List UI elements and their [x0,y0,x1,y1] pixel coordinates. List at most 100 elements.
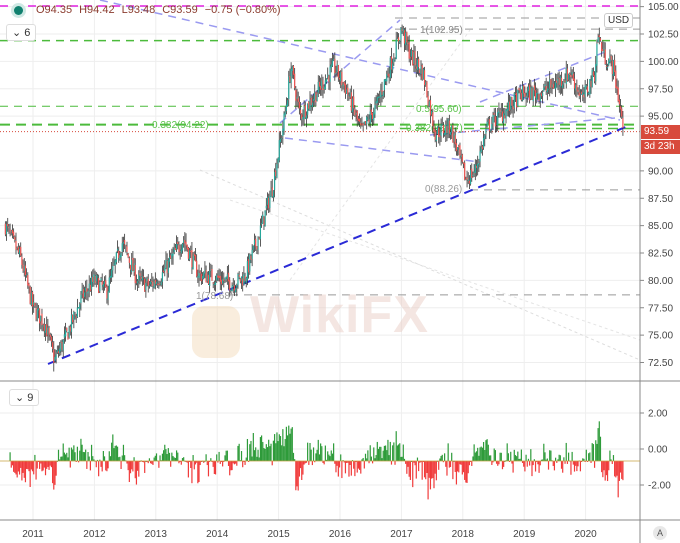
candle-body [54,357,56,362]
candle-body [412,50,414,66]
candle [4,221,6,237]
histogram-bar [428,461,430,478]
candle-body [578,92,580,96]
candle-body [199,271,201,274]
candle-body [585,85,587,88]
candle-body [43,324,45,331]
candle [168,250,171,268]
candle [343,81,345,93]
histogram-bar [229,461,231,476]
candle-body [160,282,162,285]
histogram-bar [464,461,466,480]
candle [220,271,223,291]
histogram-bar [35,461,37,480]
candle-body [468,180,471,184]
candle-body [294,73,296,88]
candle [82,284,84,303]
histogram-bar [513,449,515,461]
candle [172,246,174,265]
candle [239,277,241,284]
main-pane-toggle[interactable]: ⌄ 6 [6,24,37,41]
price-tick-label: 102.50 [648,30,679,41]
histogram-bar [86,461,88,469]
candle [330,58,332,73]
candle-body [125,245,127,247]
candle-body [191,250,193,268]
histogram-bar [315,453,317,461]
candle [303,100,305,126]
candle [54,348,56,363]
candle-body [520,92,522,101]
candle-body [240,276,243,281]
histogram-bar [414,461,416,466]
candle-body [52,342,54,349]
candle [395,31,397,60]
candle-body [474,164,476,173]
histogram-bar [225,450,227,461]
candle [388,66,390,84]
candle-body [370,109,373,115]
candle [257,236,259,255]
candle-body [344,83,347,94]
candle [245,276,247,288]
candle-body [168,257,171,262]
histogram-bar [494,450,496,461]
histogram-bar [92,456,94,461]
candle [593,71,596,84]
candle-body [223,279,225,281]
candle-body [422,69,424,80]
candle-body [23,265,25,272]
histogram-bar [545,459,547,461]
candle-body [414,51,416,65]
candle [583,87,585,103]
fib-label-0: 0(88.26) [425,184,462,195]
candle [589,78,591,98]
candle-body [72,315,74,323]
histogram-bar [336,461,338,466]
histogram-bar [185,461,187,462]
candle-body [7,223,9,227]
candle-body [277,158,279,164]
candle-body [251,250,253,260]
candle-body [407,43,409,45]
candle [466,170,468,188]
fib-label-1: 1(102.95) [420,25,463,36]
candle-body [29,286,31,304]
channel-line-lower [284,137,481,163]
auto-scale-button[interactable]: A [653,526,667,540]
candle [102,281,104,293]
candle [428,99,430,108]
candle [616,78,618,95]
histogram-bar [54,461,56,485]
time-tick-label: 2014 [206,529,229,540]
histogram-bar [304,461,306,464]
candle [222,271,224,286]
currency-button[interactable]: USD [604,13,634,28]
histogram-bar [127,461,129,471]
candle [212,282,214,289]
candle [614,54,616,77]
histogram-bar [611,461,613,464]
candle [498,102,500,118]
candle-body [165,259,167,269]
candle [165,251,167,270]
candle-body [575,84,577,91]
histogram-bar [314,461,316,463]
price-tick-label: 77.50 [648,303,673,314]
histogram-bar [452,461,454,480]
candle [83,286,86,303]
histogram-bar [519,458,521,461]
histogram-bar [135,461,138,485]
candle [285,97,287,115]
histogram-bar [531,461,533,477]
candle-body [246,261,249,280]
candle [22,259,24,273]
candle [37,305,40,319]
histogram-bar [536,461,538,462]
indicator-pane-toggle[interactable]: ⌄ 9 [9,389,40,406]
histogram-bar [493,448,495,461]
candle [367,113,369,122]
candle [484,133,486,147]
histogram-bar [36,461,38,469]
